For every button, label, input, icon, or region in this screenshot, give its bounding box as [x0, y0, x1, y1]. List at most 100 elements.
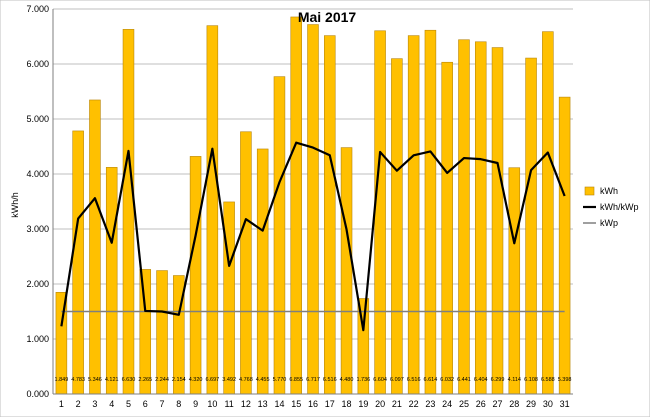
x-tick-label: 12 [241, 399, 251, 409]
bar-kwh [223, 201, 235, 395]
y-tick-label: 3.000 [26, 224, 49, 234]
bar-kwh [491, 47, 504, 395]
x-tick-label: 30 [543, 399, 553, 409]
x-tick-label: 27 [493, 399, 503, 409]
bar-kwh [307, 24, 319, 395]
bar-data-label: 6.855 [289, 377, 303, 383]
bar-kwh [407, 35, 420, 395]
y-tick-label: 1.000 [26, 334, 49, 344]
bar-kwh [256, 148, 269, 395]
bar-data-label: 6.108 [524, 377, 538, 383]
bar-data-label: 2.265 [138, 377, 152, 383]
bar-kwh [156, 270, 168, 395]
bar-data-label: 4.480 [340, 377, 354, 383]
bar-kwh [340, 147, 353, 395]
legend-label: kWp [600, 218, 618, 228]
bar-kwh [105, 167, 118, 395]
x-tick-label: 25 [459, 399, 469, 409]
x-tick-label: 4 [109, 399, 114, 409]
x-tick-label: 24 [442, 399, 452, 409]
bar-kwh [273, 76, 286, 395]
y-tick-labels: 0.000 1.000 2.000 3.000 4.000 5.000 6.000 7.000 [26, 4, 49, 399]
bar-kwh [558, 96, 571, 395]
y-tick-label: 2.000 [26, 279, 49, 289]
bar-kwh [542, 31, 554, 395]
x-tick-label: 14 [274, 399, 284, 409]
bar-data-label: 4.768 [239, 377, 253, 383]
y-tick-label: 0.000 [26, 389, 49, 399]
bar-data-label: 6.441 [457, 377, 471, 383]
bar-kwh [374, 30, 386, 395]
bar-data-label: 6.032 [440, 377, 454, 383]
y-tick-label: 7.000 [26, 4, 49, 14]
bar-data-label: 6.614 [424, 377, 438, 383]
x-tick-label: 31 [560, 399, 570, 409]
bar-data-label: 4.783 [71, 377, 85, 383]
bar-data-label: 6.630 [122, 377, 136, 383]
bar-kwh [240, 131, 252, 395]
bar-data-label: 6.717 [306, 377, 320, 383]
bar-kwh [391, 58, 403, 395]
bar-kwh [324, 35, 336, 395]
bar-kwh [525, 57, 537, 395]
bar-series [55, 16, 571, 395]
bar-data-label: 6.604 [373, 377, 387, 383]
bar-data-label: 3.492 [222, 377, 236, 383]
bar-data-label: 6.299 [491, 377, 505, 383]
bar-data-label: 2.244 [155, 377, 169, 383]
x-tick-label: 15 [291, 399, 301, 409]
bar-kwh [206, 25, 219, 395]
bar-data-label: 1.736 [356, 377, 370, 383]
x-tick-label: 16 [308, 399, 318, 409]
legend-swatch-kwh [584, 186, 595, 196]
bar-data-label: 2.154 [172, 377, 186, 383]
bar-data-label: 1.849 [55, 377, 69, 383]
x-tick-label: 21 [392, 399, 402, 409]
x-tick-label: 29 [526, 399, 536, 409]
y-axis-label: kWh/h [10, 192, 20, 218]
legend: kWh kWh/kWp kWp [583, 186, 639, 228]
bar-data-label: 6.404 [474, 377, 488, 383]
bar-kwh [508, 167, 521, 395]
legend-label: kWh/kWp [600, 202, 639, 212]
bar-kwh [122, 29, 135, 395]
bar-kwh [290, 16, 302, 395]
bar-kwh [139, 269, 152, 395]
y-tick-label: 6.000 [26, 59, 49, 69]
y-tick-label: 4.000 [26, 169, 49, 179]
chart-title: Mai 2017 [298, 9, 357, 25]
x-tick-label: 3 [92, 399, 97, 409]
bar-data-label: 6.097 [390, 377, 404, 383]
x-tick-label: 17 [325, 399, 335, 409]
bar-kwh [424, 29, 437, 395]
bar-data-label: 5.346 [88, 377, 102, 383]
bar-data-label: 6.697 [205, 377, 219, 383]
bar-data-label: 4.114 [508, 377, 521, 383]
x-tick-label: 23 [425, 399, 435, 409]
data-labels: 1.849 4.783 5.346 4.121 6.630 2.265 2.244 2.154… [55, 377, 572, 383]
bar-kwh [474, 41, 487, 395]
x-tick-label: 22 [409, 399, 419, 409]
x-tick-label: 28 [509, 399, 519, 409]
bar-data-label: 4.121 [105, 377, 119, 383]
x-tick-label: 1 [59, 399, 64, 409]
x-tick-label: 2 [76, 399, 81, 409]
line-kwh-kwp [60, 141, 566, 332]
bar-data-label: 6.516 [407, 377, 421, 383]
axes [52, 9, 573, 395]
x-tick-label: 18 [342, 399, 352, 409]
x-tick-label: 13 [258, 399, 268, 409]
bar-kwh [89, 99, 101, 395]
x-tick-label: 7 [160, 399, 165, 409]
bar-data-label: 4.455 [256, 377, 270, 383]
x-tick-label: 10 [207, 399, 217, 409]
bar-kwh [458, 39, 470, 395]
bar-data-label: 6.588 [541, 377, 555, 383]
line-series [60, 141, 566, 332]
bar-data-label: 5.398 [558, 377, 572, 383]
legend-label: kWh [600, 186, 618, 196]
bar-kwh [441, 61, 453, 395]
x-tick-label: 5 [126, 399, 131, 409]
